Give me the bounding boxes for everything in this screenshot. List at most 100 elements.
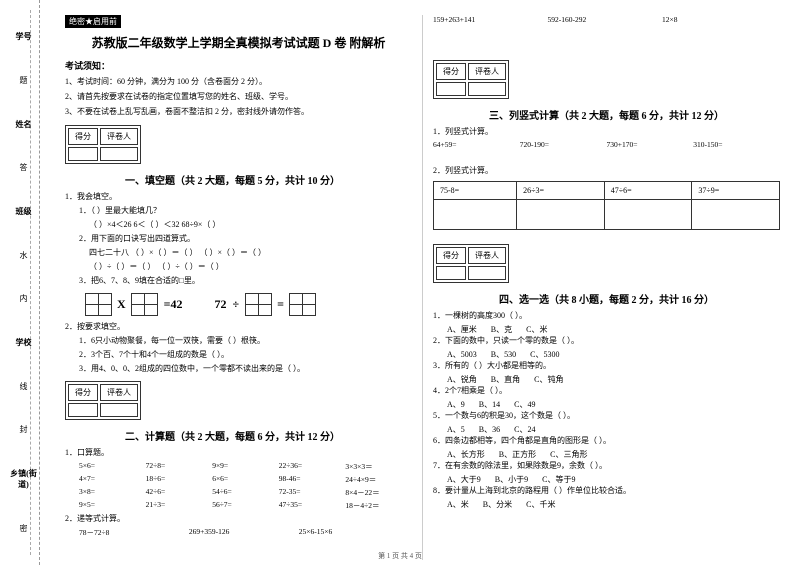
vert-cell-blank xyxy=(434,200,517,230)
calc-row-0: 5×6=72÷8=9×9=22÷36=3×3×3＝ xyxy=(65,461,412,474)
choice-question: 1．一棵树的高度300（ ）。 xyxy=(433,310,780,322)
score-label: 得分 xyxy=(68,384,98,401)
choice-question: 6．四条边都相等，四个角都是直角的图形是（ ）。 xyxy=(433,435,780,447)
q1-1a: （ ）×4＜26 6＜（ ）＜32 68÷9×（ ） xyxy=(65,219,412,231)
gutter-label-2: 班级 xyxy=(16,206,32,217)
choice-option: C、24 xyxy=(514,425,535,434)
choice-option: B、克 xyxy=(491,325,512,334)
notice-head: 考试须知： xyxy=(65,59,412,72)
s2-q1: 1．口算题。 xyxy=(65,447,412,459)
choice-option: B、530 xyxy=(491,350,516,359)
choice-option: A、米 xyxy=(447,500,469,509)
vert-cell: 75-8= xyxy=(434,182,517,200)
vert-cell-blank xyxy=(692,200,780,230)
q1-2b: （ ）÷（ ）＝（ ） （ ）÷（ ）＝（ ） xyxy=(65,261,412,273)
choice-options: A、5003 B、530 C、5300 xyxy=(433,349,780,360)
equals-icon: = xyxy=(277,297,284,312)
choice-option: A、长方形 xyxy=(447,450,485,459)
q2-1: 1．6只小动物聚餐，每一位一双筷，需要（ ）根筷。 xyxy=(65,335,412,347)
choice-option: C、5300 xyxy=(530,350,559,359)
calc-cell: 47÷35= xyxy=(279,500,346,511)
right-top-row: 159+263+141592-160-29212×8 xyxy=(433,15,780,26)
gutter-label-0: 学号 xyxy=(16,31,32,42)
choice-question: 4．2个7相乘是（ ）。 xyxy=(433,385,780,397)
choice-options: A、大于9B、小于9C、等于9 xyxy=(433,474,780,485)
choice-option: C、等于9 xyxy=(542,475,575,484)
gutter-label-3: 学校 xyxy=(16,337,32,348)
score-label: 得分 xyxy=(436,247,466,264)
s2-q2: 2．递等式计算。 xyxy=(65,513,412,525)
s3-row1: 64+59=720-190=730+170=310-150= xyxy=(433,140,780,151)
secret-tag: 绝密★启用前 xyxy=(65,15,121,28)
score-cell xyxy=(436,82,466,96)
grader-label: 评卷人 xyxy=(100,128,138,145)
notice-2: 2、请首先按要求在试卷的指定位置填写您的姓名、班级、学号。 xyxy=(65,91,412,103)
score-box-3: 得分评卷人 xyxy=(433,60,509,99)
box-grid-4 xyxy=(290,293,316,315)
calc-cell: 3×3×3＝ xyxy=(345,461,412,472)
q2: 2．按要求填空。 xyxy=(65,321,412,333)
choice-options: A、5B、36C、24 xyxy=(433,424,780,435)
choice-question: 7．在有余数的除法里，如果除数是9，余数（ ）。 xyxy=(433,460,780,472)
choice-option: A、5 xyxy=(447,425,465,434)
calc-cell: 9×9= xyxy=(212,461,279,472)
calc-cell: 78－72÷8 xyxy=(79,527,189,538)
calc-cell: 3×8= xyxy=(79,487,146,498)
calc-cell: 720-190= xyxy=(520,140,607,149)
gutter-mark-1: 答 xyxy=(20,162,28,173)
vert-cell: 26÷3= xyxy=(517,182,605,200)
choice-option: C、千米 xyxy=(526,500,555,509)
score-cell xyxy=(68,147,98,161)
choice-option: B、正方形 xyxy=(499,450,536,459)
notice-1: 1、考试时间：60 分钟，满分为 100 分（含卷面分 2 分）。 xyxy=(65,76,412,88)
choice-question: 2．下面的数中，只读一个零的数是（ ）。 xyxy=(433,335,780,347)
calc-cell: 12×8 xyxy=(662,15,777,24)
page-footer: 第 1 页 共 4 页 xyxy=(0,551,800,561)
calc-cell: 18÷6= xyxy=(146,474,213,485)
calc-cell: 72÷8= xyxy=(146,461,213,472)
calc-cell: 72-35= xyxy=(279,487,346,498)
box-grid-2 xyxy=(132,293,158,315)
vert-cell-blank xyxy=(517,200,605,230)
choice-option: A、大于9 xyxy=(447,475,481,484)
calc-cell: 24÷4×9＝ xyxy=(345,474,412,485)
q2-3: 3．用4、0、0、2组成的四位数中，一个零都不读出来的是（ ）。 xyxy=(65,363,412,375)
choice-option: C、钝角 xyxy=(534,375,563,384)
calc-cell: 4×7= xyxy=(79,474,146,485)
q1: 1．我会填空。 xyxy=(65,191,412,203)
calc-row-3: 9×5=21÷3=56÷7=47÷35=18－4÷2＝ xyxy=(65,500,412,513)
calc-cell: 6×6= xyxy=(212,474,279,485)
right-column: 159+263+141592-160-29212×8 得分评卷人 三、列竖式计算… xyxy=(423,15,790,560)
calc-cell: 54÷6= xyxy=(212,487,279,498)
score-box-2: 得分评卷人 xyxy=(65,381,141,420)
score-cell xyxy=(436,266,466,280)
vertical-calc-table: 75-8= 26÷3= 47÷6= 37÷9= xyxy=(433,181,780,230)
section-4-title: 四、选一选（共 8 小题，每题 2 分，共计 16 分） xyxy=(433,291,780,306)
choice-options: A、锐角B、直角C、钝角 xyxy=(433,374,780,385)
choice-options: A、厘米B、克C、米 xyxy=(433,324,780,335)
calc-row-eq: 78－72÷8269+359-12625×6-15×6 xyxy=(65,527,412,540)
choice-option: A、锐角 xyxy=(447,375,477,384)
page: 学号 题 姓名 答 班级 水 内 学校 线 封 乡镇(街道) 密 绝密★启用前 … xyxy=(0,0,800,565)
gutter-label-4: 乡镇(街道) xyxy=(8,468,39,490)
choice-option: A、5003 xyxy=(447,350,477,359)
choice-option: B、14 xyxy=(479,400,500,409)
choice-options: A、长方形 B、正方形 C、三角形 xyxy=(433,449,780,460)
section-2-title: 二、计算题（共 2 大题，每题 6 分，共计 12 分） xyxy=(65,428,412,443)
q1-3: 3．把6、7、8、9填在合适的□里。 xyxy=(65,275,412,287)
choice-option: C、三角形 xyxy=(550,450,587,459)
gutter-mark-6: 密 xyxy=(20,523,28,534)
grader-label: 评卷人 xyxy=(468,247,506,264)
choice-option: C、49 xyxy=(514,400,535,409)
score-cell xyxy=(68,403,98,417)
content-area: 绝密★启用前 苏教版二年级数学上学期全真模拟考试试题 D 卷 附解析 考试须知：… xyxy=(40,0,800,565)
q1-2: 2．用下面的口诀写出四道算式。 xyxy=(65,233,412,245)
calc-cell: 9×5= xyxy=(79,500,146,511)
gutter-mark-4: 线 xyxy=(20,381,28,392)
gutter-mark-2: 水 xyxy=(20,250,28,261)
calc-cell: 56÷7= xyxy=(212,500,279,511)
choice-option: C、米 xyxy=(526,325,547,334)
vert-cell: 37÷9= xyxy=(692,182,780,200)
grader-cell xyxy=(100,403,138,417)
grader-label: 评卷人 xyxy=(100,384,138,401)
